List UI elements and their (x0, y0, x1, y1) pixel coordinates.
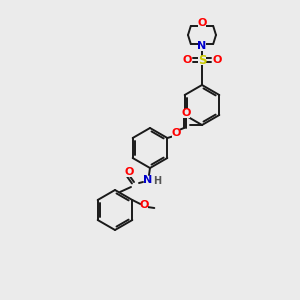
FancyBboxPatch shape (182, 109, 190, 118)
Text: S: S (198, 53, 206, 67)
Text: O: O (212, 55, 222, 65)
Text: O: O (140, 200, 149, 210)
FancyBboxPatch shape (213, 56, 221, 64)
FancyBboxPatch shape (198, 56, 206, 64)
Text: O: O (181, 108, 191, 118)
Text: O: O (197, 18, 207, 28)
Text: N: N (143, 175, 153, 185)
Text: N: N (197, 41, 207, 51)
FancyBboxPatch shape (172, 128, 180, 137)
Text: O: O (171, 128, 181, 138)
FancyBboxPatch shape (183, 56, 191, 64)
FancyBboxPatch shape (144, 176, 152, 184)
FancyBboxPatch shape (141, 200, 148, 209)
FancyBboxPatch shape (198, 41, 206, 50)
FancyBboxPatch shape (125, 167, 133, 176)
Text: O: O (182, 55, 192, 65)
FancyBboxPatch shape (198, 19, 206, 28)
Text: H: H (153, 176, 161, 186)
FancyBboxPatch shape (153, 176, 161, 185)
Text: O: O (124, 167, 134, 177)
